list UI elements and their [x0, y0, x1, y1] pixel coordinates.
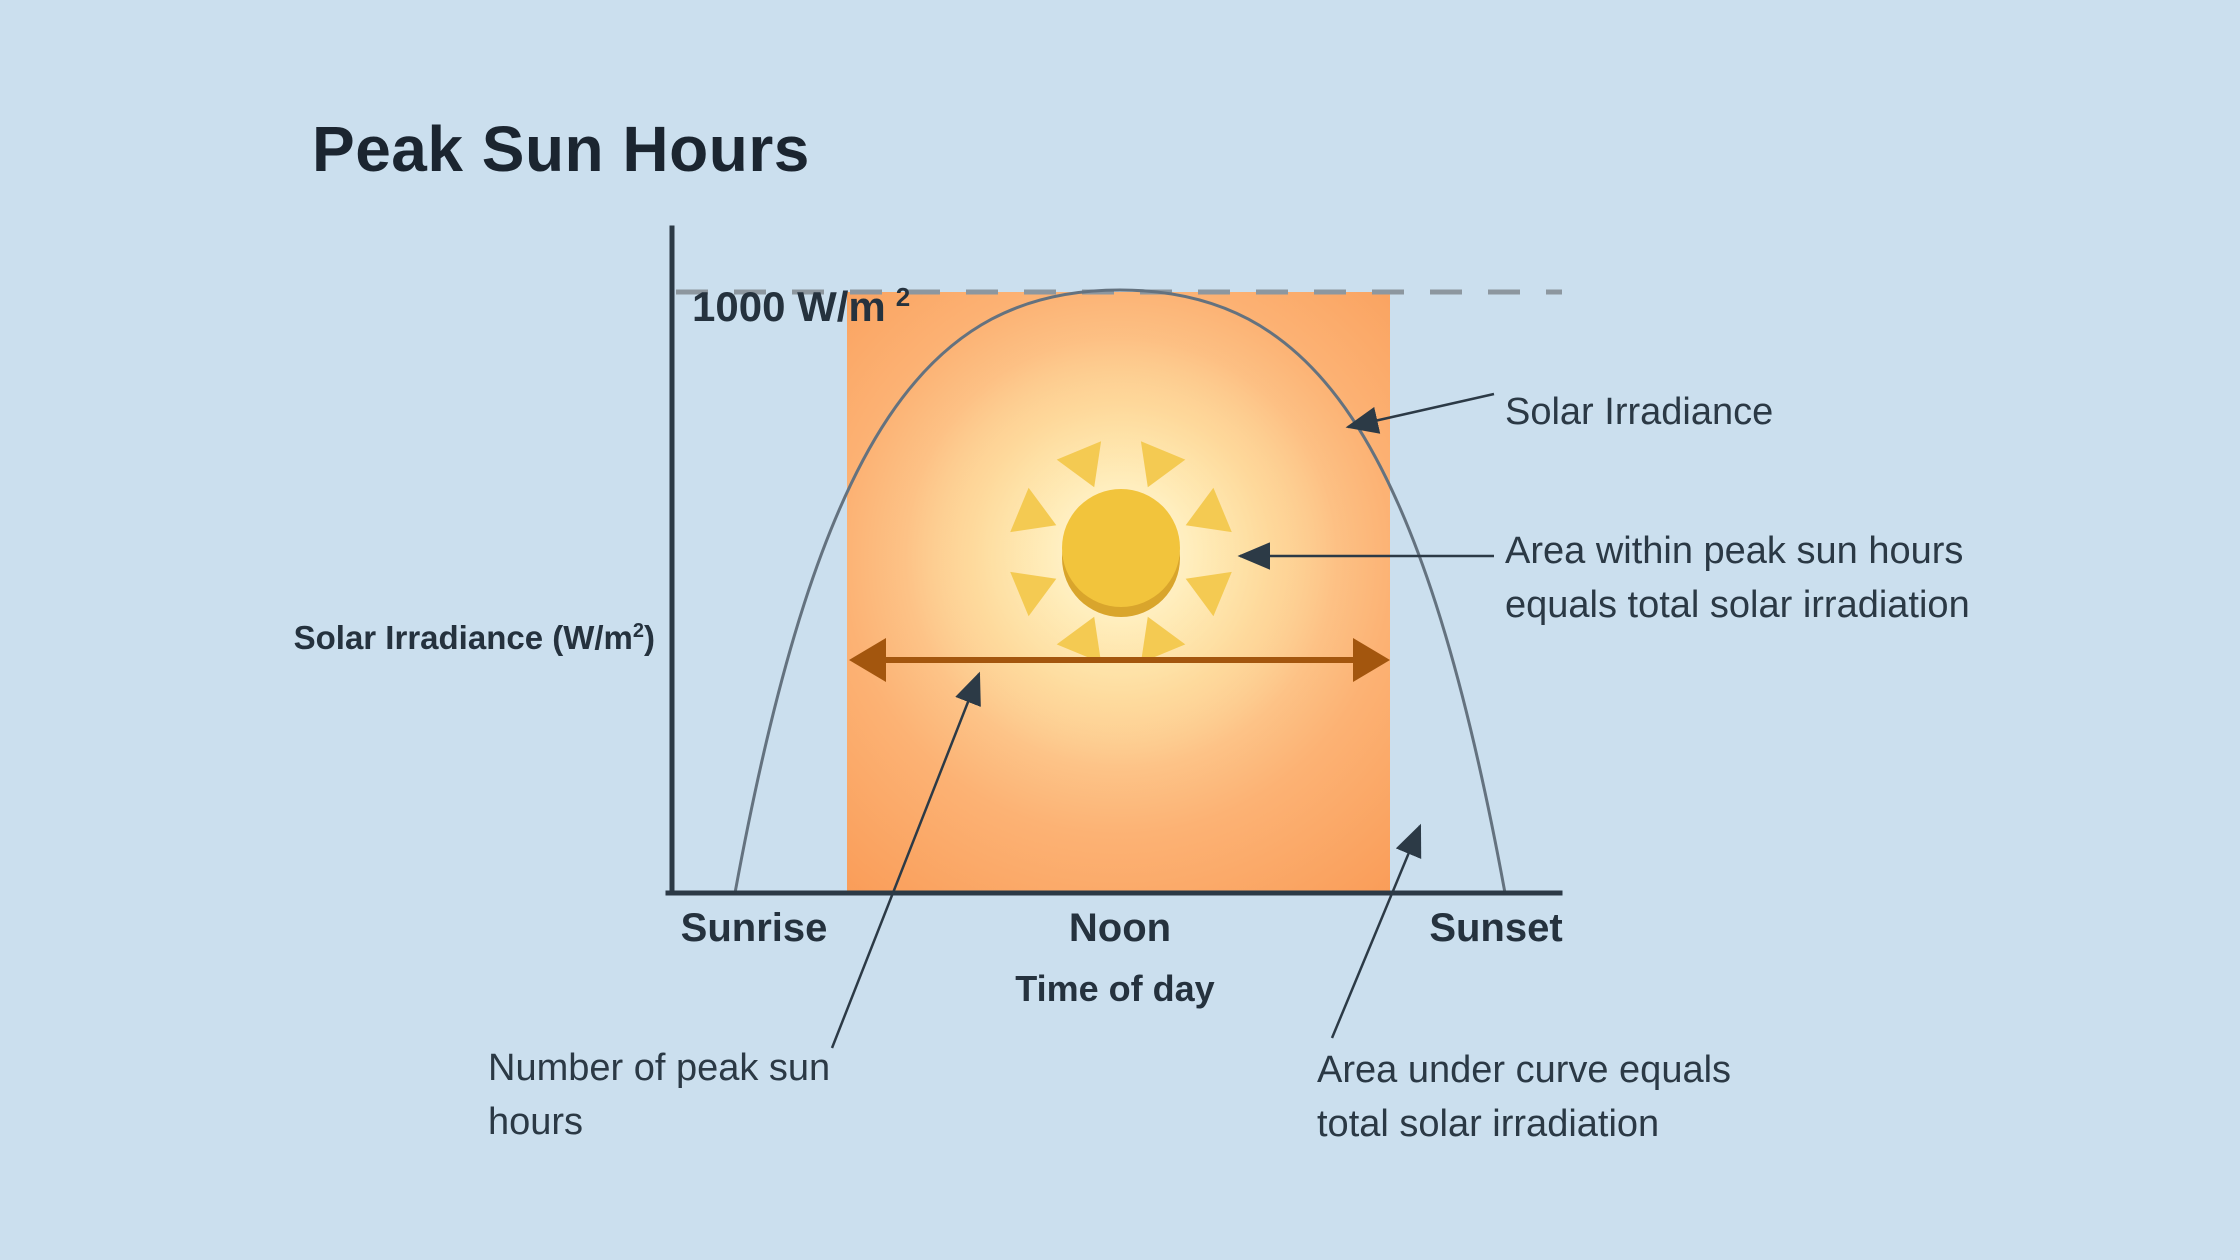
reference-value-sup: 2	[895, 282, 911, 312]
reference-value-text: 1000 W/m	[692, 283, 886, 330]
sun-icon	[1010, 441, 1232, 663]
peak-hours-double-arrow	[849, 638, 1390, 682]
page-title: Peak Sun Hours	[312, 113, 810, 185]
x-tick-sunset: Sunset	[1429, 906, 1563, 950]
y-axis-label-sup: 2	[632, 620, 644, 642]
sun-rays	[1010, 441, 1232, 663]
curve-label-arrow	[1345, 392, 1495, 434]
x-tick-sunrise: Sunrise	[680, 906, 828, 950]
peak-hours-arrow	[830, 671, 981, 1049]
annotation-area-under-curve: Area under curve equals total solar irra…	[1317, 1049, 1732, 1145]
y-axis-label: Solar Irradiance (W/m2)	[255, 581, 655, 657]
area-under-arrow	[1330, 823, 1422, 1039]
y-axis-label-prefix: Solar Irradiance (W/m	[293, 619, 633, 656]
annotation-area-within: Area within peak sun hours equals total …	[1505, 530, 1970, 626]
x-axis-label: Time of day	[1015, 968, 1215, 1009]
solar-irradiance-curve	[733, 288, 1507, 894]
reference-value-label: 1000 W/m 2	[692, 234, 910, 331]
annotation-solar-irradiance: Solar Irradiance	[1505, 391, 1774, 433]
sun-disc	[1062, 489, 1180, 607]
annotation-peak-sun-hours: Number of peak sun hours	[488, 1047, 831, 1143]
y-axis-label-suffix: )	[644, 619, 655, 656]
x-tick-noon: Noon	[1068, 906, 1172, 950]
